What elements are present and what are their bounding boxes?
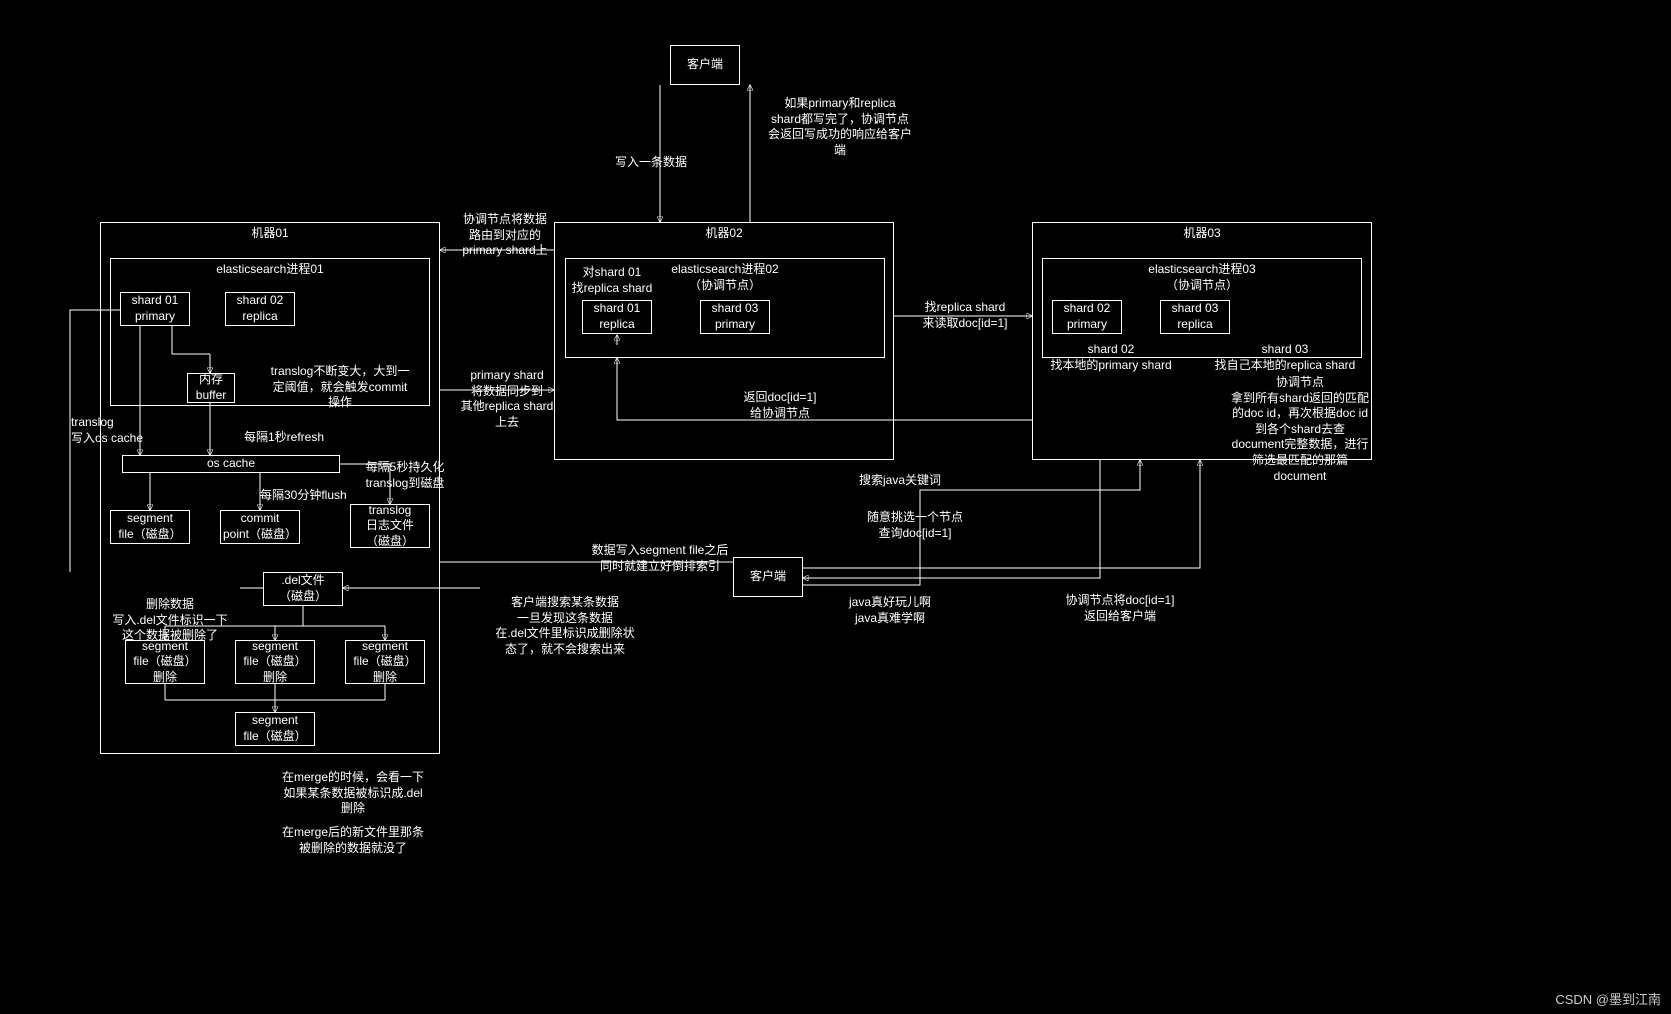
translog-file-box: translog 日志文件 （磁盘） — [350, 504, 430, 548]
label-persist-5s: 每隔5秒持久化 translog到磁盘 — [350, 460, 460, 491]
segdel1-l3: 删除 — [153, 670, 177, 686]
label-shard02-local: shard 02 找本地的primary shard — [1036, 342, 1186, 373]
shard02r-l1: shard 02 — [237, 293, 284, 309]
esproc02-l2: （协调节点） — [689, 278, 761, 294]
shard03-primary-box: shard 03 primary — [700, 300, 770, 334]
delfile-l2: （磁盘） — [279, 589, 327, 605]
shard03p-l1: shard 03 — [712, 301, 759, 317]
shard02-replica-box: shard 02 replica — [225, 292, 295, 326]
esproc03-l1: elasticsearch进程03 — [1148, 262, 1255, 278]
client-top-label: 客户端 — [687, 57, 723, 73]
machine03-label: 机器03 — [1183, 226, 1220, 242]
segmerged-l1: segment — [252, 713, 298, 729]
machine02-label: 机器02 — [705, 226, 742, 242]
label-del-mark: 删除数据 写入.del文件标识一下 这个数据被删除了 — [100, 597, 240, 644]
shard01-replica-box: shard 01 replica — [582, 300, 652, 334]
shard01r-l2: replica — [599, 317, 634, 333]
translogfile-l2: 日志文件 — [366, 518, 414, 534]
shard01p-l2: primary — [135, 309, 175, 325]
segfile-l2: file（磁盘） — [118, 527, 181, 543]
esproc01-label: elasticsearch进程01 — [216, 262, 323, 278]
label-translog-oscache: translog 写入os cache — [71, 415, 151, 446]
segdel2-l2: file（磁盘） — [243, 654, 306, 670]
label-random-node: 随意挑选一个节点 查询doc[id=1] — [850, 510, 980, 541]
label-merge-note2: 在merge后的新文件里那条 被删除的数据就没了 — [268, 825, 438, 856]
segdel2-box: segment file（磁盘） 删除 — [235, 640, 315, 684]
label-coord-gather: 协调节点 拿到所有shard返回的匹配 的doc id，再次根据doc id 到… — [1220, 375, 1380, 484]
label-write-one: 写入一条数据 — [615, 155, 687, 171]
label-java-fun: java真好玩儿啊 java真难学啊 — [830, 595, 950, 626]
client-top-box: 客户端 — [670, 45, 740, 85]
segmerged-box: segment file（磁盘） — [235, 712, 315, 746]
shard03r-l2: replica — [1177, 317, 1212, 333]
commit-point-box: commit point（磁盘） — [220, 510, 300, 544]
label-sync-replica: primary shard 将数据同步到 其他replica shard 上去 — [452, 368, 562, 430]
label-client-search: 客户端搜索某条数据 一旦发现这条数据 在.del文件里标识成删除状 态了，就不会… — [485, 595, 645, 657]
segment-file-box: segment file（磁盘） — [110, 510, 190, 544]
segdel1-l2: file（磁盘） — [133, 654, 196, 670]
os-cache-box: os cache — [122, 455, 340, 473]
label-resp-success: 如果primary和replica shard都写完了，协调节点 会返回写成功的… — [760, 96, 920, 158]
shard03-replica-box: shard 03 replica — [1160, 300, 1230, 334]
watermark: CSDN @墨到江南 — [1555, 989, 1661, 1008]
label-flush-30m: 每隔30分钟flush — [260, 488, 347, 504]
label-search-java: 搜索java关键词 — [840, 473, 960, 489]
machine01-label: 机器01 — [251, 226, 288, 242]
segfile-l1: segment — [127, 511, 173, 527]
label-seg-index: 数据写入segment file之后 同时就建立好倒排索引 — [575, 543, 745, 574]
shard02p-l2: primary — [1067, 317, 1107, 333]
shard02p-l1: shard 02 — [1064, 301, 1111, 317]
segdel2-l3: 删除 — [263, 670, 287, 686]
shard01p-l1: shard 01 — [132, 293, 179, 309]
segdel1-box: segment file（磁盘） 删除 — [125, 640, 205, 684]
segdel3-l2: file（磁盘） — [353, 654, 416, 670]
esproc03-l2: （协调节点） — [1166, 278, 1238, 294]
shard03r-l1: shard 03 — [1172, 301, 1219, 317]
shard02-primary-box: shard 02 primary — [1052, 300, 1122, 334]
label-translog-commit: translog不断变大，大到一 定阈值，就会触发commit 操作 — [255, 364, 425, 411]
label-refresh-1s: 每隔1秒refresh — [244, 430, 324, 446]
segdel3-box: segment file（磁盘） 删除 — [345, 640, 425, 684]
os-cache-label: os cache — [207, 456, 255, 472]
shard01-primary-box: shard 01 primary — [120, 292, 190, 326]
mem-buffer-l2: buffer — [196, 388, 226, 404]
label-merge-note1: 在merge的时候，会看一下 如果某条数据被标识成.del 删除 — [268, 770, 438, 817]
client-bottom-label: 客户端 — [750, 569, 786, 585]
label-route-primary: 协调节点将数据 路由到对应的 primary shard上 — [455, 212, 555, 259]
delfile-l1: .del文件 — [281, 573, 324, 589]
esproc02-l1: elasticsearch进程02 — [671, 262, 778, 278]
label-shard03-local: shard 03 找自己本地的replica shard — [1200, 342, 1370, 373]
mem-buffer-box: 内存 buffer — [187, 373, 235, 403]
translogfile-l1: translog — [369, 503, 412, 519]
del-file-box: .del文件 （磁盘） — [263, 572, 343, 606]
shard02r-l2: replica — [242, 309, 277, 325]
commitpoint-l1: commit — [241, 511, 280, 527]
segmerged-l2: file（磁盘） — [243, 729, 306, 745]
translogfile-l3: （磁盘） — [366, 534, 414, 550]
label-find-replica01: 对shard 01 找replica shard — [562, 265, 662, 296]
label-find-replica-read: 找replica shard 来读取doc[id=1] — [905, 300, 1025, 331]
label-return-doc: 返回doc[id=1] 给协调节点 — [720, 390, 840, 421]
mem-buffer-l1: 内存 — [199, 372, 223, 388]
shard03p-l2: primary — [715, 317, 755, 333]
label-coord-return: 协调节点将doc[id=1] 返回给客户端 — [1050, 593, 1190, 624]
commitpoint-l2: point（磁盘） — [223, 527, 297, 543]
segdel2-l1: segment — [252, 639, 298, 655]
shard01r-l1: shard 01 — [594, 301, 641, 317]
segdel3-l3: 删除 — [373, 670, 397, 686]
segdel3-l1: segment — [362, 639, 408, 655]
